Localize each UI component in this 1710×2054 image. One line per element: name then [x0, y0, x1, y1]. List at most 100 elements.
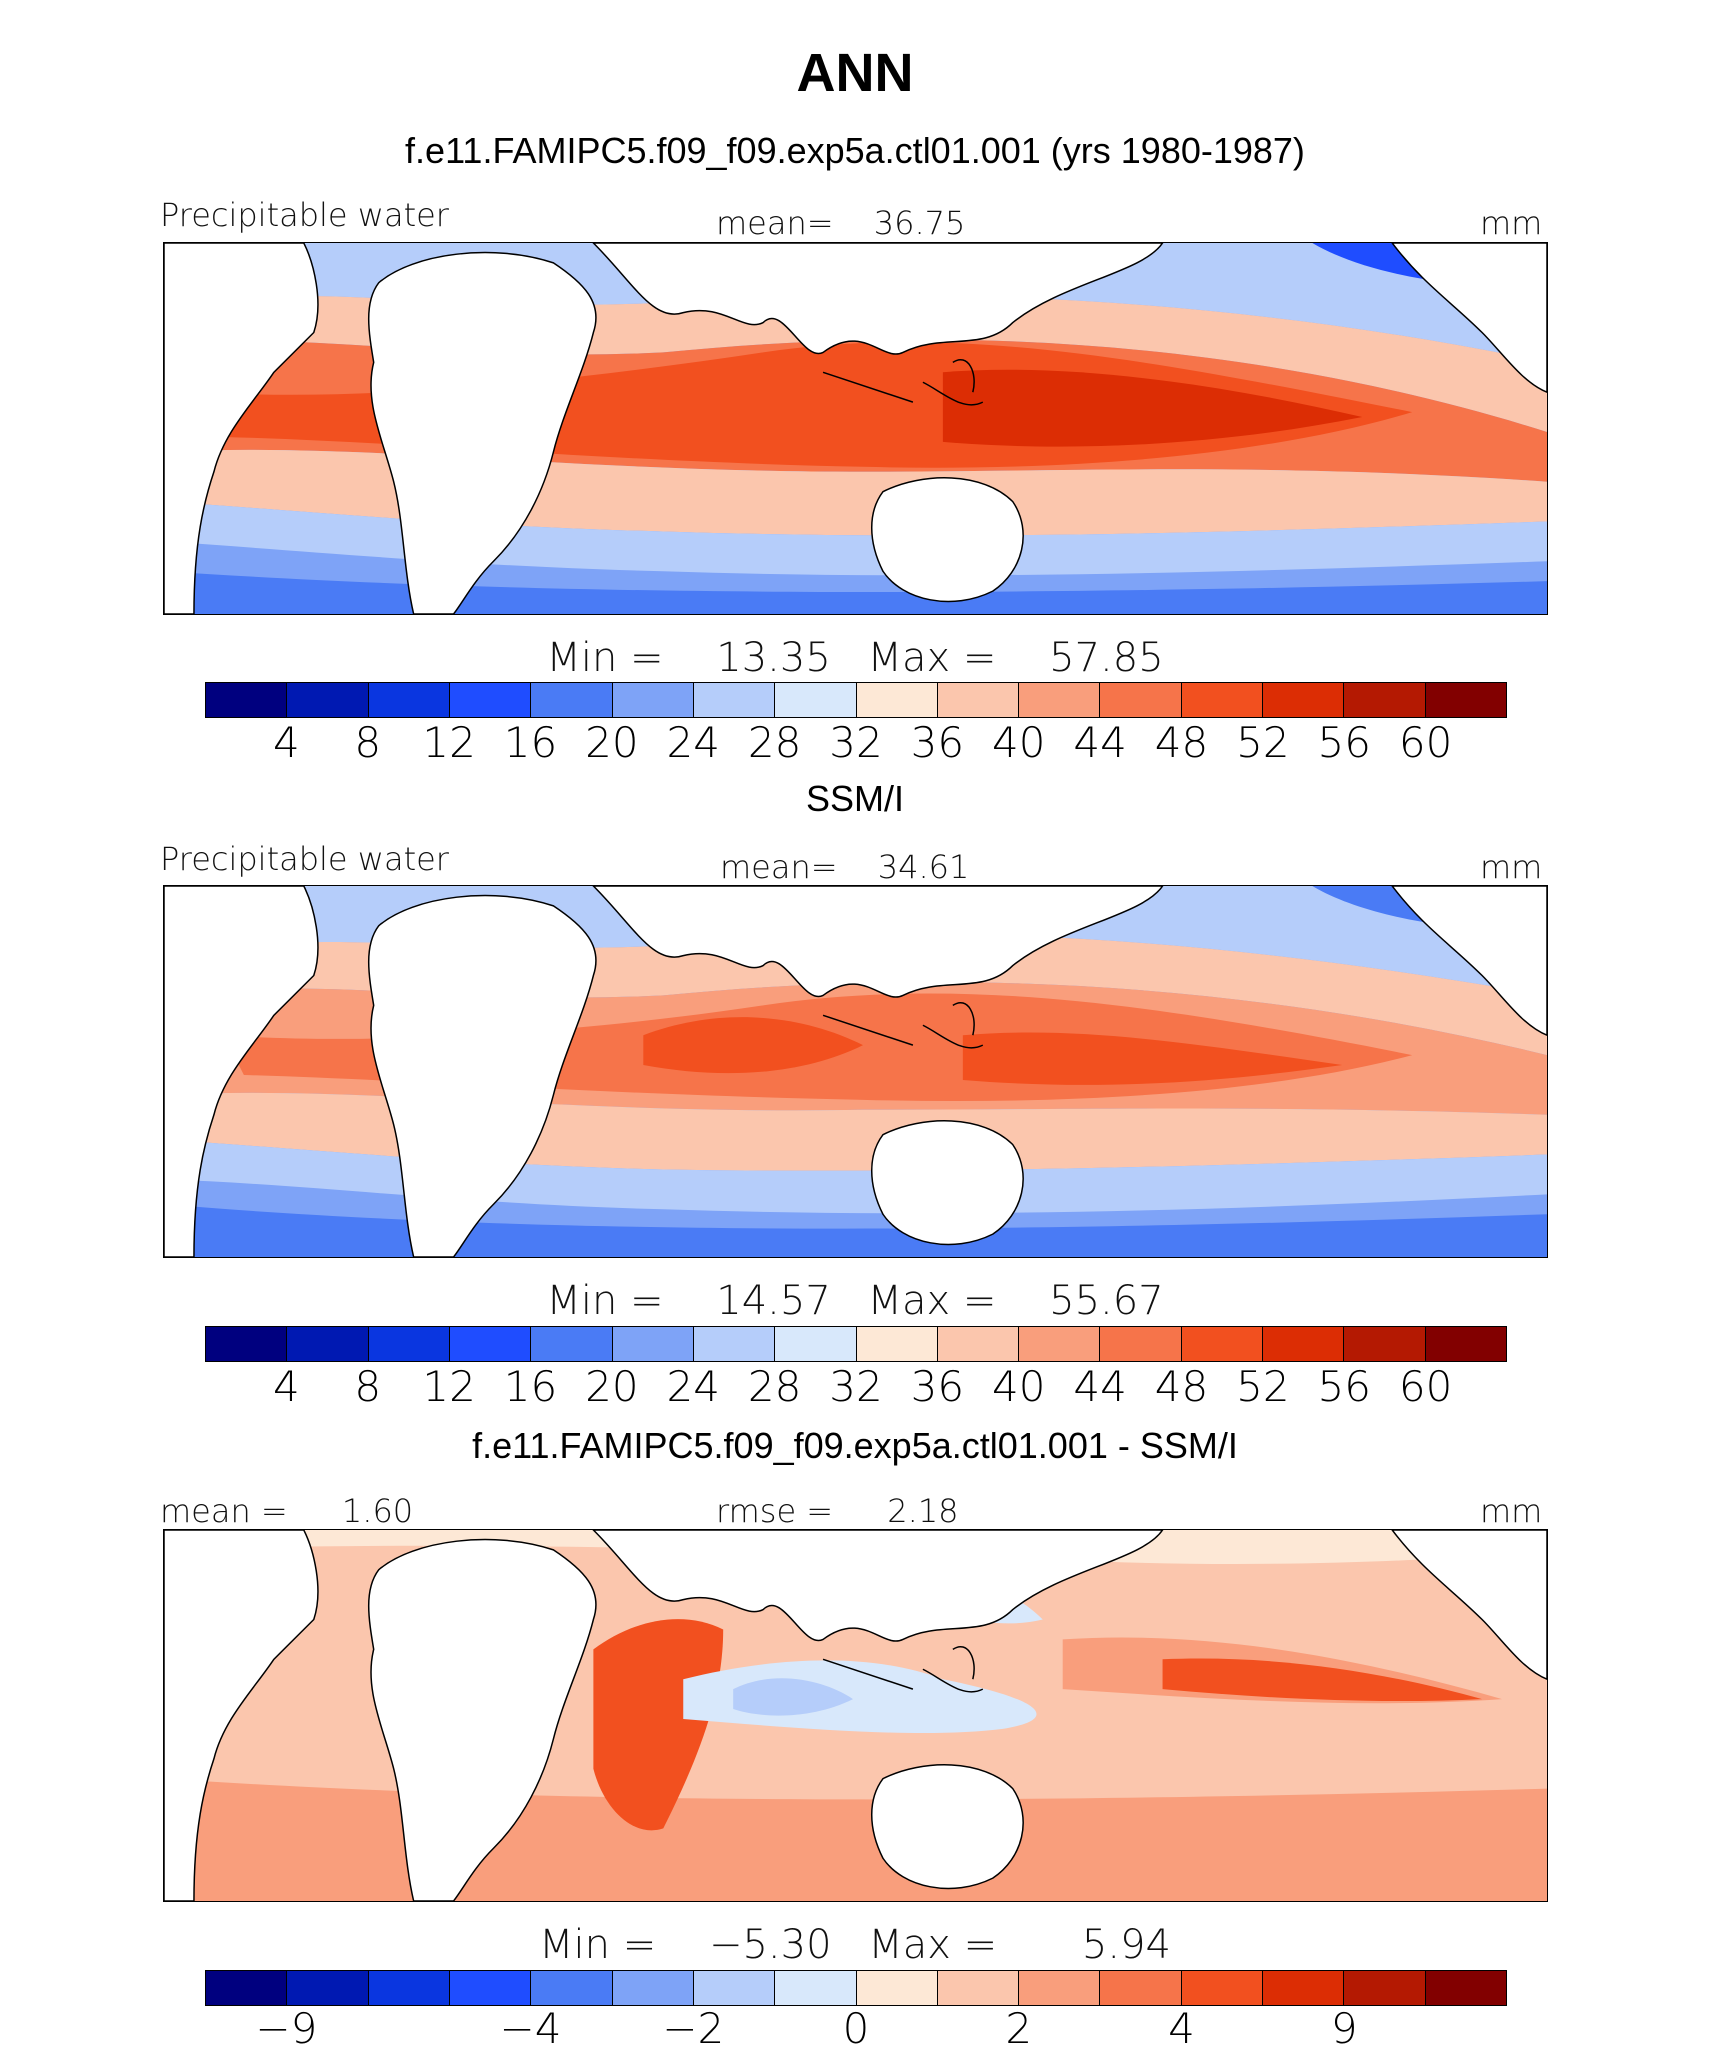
panel1-colorbar-tick-label: 36	[910, 718, 965, 767]
panel1-colorbar-swatch	[1181, 683, 1264, 717]
panel3-colorbar-swatch	[693, 1971, 776, 2005]
p2-land-namerica	[1391, 886, 1547, 1036]
panel3-rmse-label: rmse =	[716, 1492, 834, 1530]
panel1-colorbar-tick-label: 52	[1236, 718, 1290, 767]
panel1-colorbar-tick-label: 16	[503, 718, 558, 767]
panel1-colorbar-tick-label: 4	[273, 718, 300, 767]
panel2-colorbar-tick-label: 8	[354, 1362, 382, 1411]
panel3-max-label: Max =	[868, 1922, 998, 1968]
p1-land-namerica	[1391, 243, 1547, 393]
panel2-colorbar-swatch	[531, 1327, 613, 1361]
panel1-mean: mean= 36.75	[716, 204, 965, 242]
panel3-colorbar-ticks: −9 −4 −2 0 2 4 9	[205, 2004, 1507, 2054]
panel2-title: SSM/I	[805, 778, 904, 819]
panel3-colorbar-swatch	[1019, 1971, 1101, 2005]
panel1-map-svg	[164, 243, 1547, 614]
panel3-colorbar-swatch	[206, 1971, 288, 2005]
panel3-colorbar	[205, 1970, 1507, 2006]
p1-band-s2	[164, 501, 1547, 576]
panel2-colorbar	[205, 1326, 1507, 1362]
panel1-colorbar-tick-label: 56	[1317, 718, 1371, 767]
panel2-colorbar-swatch	[1100, 1327, 1182, 1361]
panel3-colorbar-tick-label: 2	[1005, 2004, 1033, 2053]
panel3-colorbar-swatch	[856, 1971, 938, 2005]
figure-title: ANN	[796, 43, 914, 103]
panel2-min-label: Min =	[546, 1278, 664, 1324]
panel2-minmax: Min = 14.57 Max = 55.67	[0, 1278, 1710, 1324]
panel1-title: f.e11.FAMIPC5.f09_f09.exp5a.ctl01.001 (y…	[405, 130, 1305, 171]
panel1-colorbar-tick-label: 32	[829, 718, 883, 767]
panel2-colorbar-swatch	[612, 1327, 694, 1361]
panel3-mean-label: mean =	[160, 1492, 288, 1530]
p2-land-australia	[870, 1120, 1024, 1246]
panel1-colorbar-swatch	[775, 683, 857, 717]
panel3-map	[163, 1529, 1548, 1902]
panel2-colorbar-tick-label: 24	[666, 1362, 720, 1411]
panel2-colorbar-tick-label: 40	[992, 1362, 1046, 1411]
panel3-minmax: Min = −5.30 Max = 5.94	[0, 1922, 1710, 1968]
panel3-title: f.e11.FAMIPC5.f09_f09.exp5a.ctl01.001 - …	[472, 1425, 1238, 1466]
panel1-max-value: 57.85	[1049, 635, 1164, 681]
p3-land-africa	[367, 1538, 597, 1901]
panel1-colorbar-tick-label: 28	[747, 718, 802, 767]
panel2-colorbar-swatch	[449, 1327, 532, 1361]
panel1-colorbar-swatch	[531, 683, 613, 717]
panel3-colorbar-swatch	[1344, 1971, 1426, 2005]
p3-io-a	[593, 1619, 724, 1831]
panel1-colorbar-ticks: 4 8 12 16 20 24 28 32 36 40 44 48 52 56 60	[205, 718, 1507, 768]
panel2-map-svg	[164, 886, 1547, 1257]
panel1-colorbar-swatch	[612, 683, 694, 717]
panel3-colorbar-swatch	[775, 1971, 857, 2005]
panel2-colorbar-tick-label: 60	[1398, 1362, 1453, 1411]
panel1-colorbar-swatch	[206, 683, 288, 717]
p1-band-s3	[164, 571, 1547, 614]
panel3-min-value: −5.30	[708, 1922, 832, 1968]
panel2-units: mm	[1480, 848, 1543, 886]
panel1-colorbar-tick-label: 24	[666, 718, 720, 767]
panel3-colorbar-tick-label: 4	[1168, 2004, 1195, 2053]
panel2-max-value: 55.67	[1049, 1278, 1164, 1324]
p2-band-s3	[164, 1204, 1547, 1257]
p2-land-africa	[367, 894, 597, 1257]
p3-land-islands	[822, 1646, 984, 1693]
panel3-min-label: Min =	[539, 1922, 657, 1968]
panel2-colorbar-swatch	[1181, 1327, 1264, 1361]
panel2-mean-label: mean=	[720, 848, 838, 886]
panel1-colorbar-swatch	[1019, 683, 1101, 717]
panel1-colorbar-swatch	[1425, 683, 1506, 717]
panel3-colorbar-swatch	[287, 1971, 369, 2005]
panel2-colorbar-tick-label: 32	[829, 1362, 883, 1411]
panel1-colorbar-swatch	[287, 683, 369, 717]
panel3-colorbar-swatch	[368, 1971, 450, 2005]
panel1-colorbar-tick-label: 20	[585, 718, 639, 767]
p3-land-namerica	[1391, 1530, 1547, 1680]
panel2-variable-label: Precipitable water	[160, 840, 449, 878]
panel2-mean-value: 34.61	[877, 848, 970, 886]
panel2-colorbar-swatch	[368, 1327, 450, 1361]
panel2-map	[163, 885, 1548, 1258]
panel2-colorbar-ticks: 4 8 12 16 20 24 28 32 36 40 44 48 52 56 60	[205, 1362, 1507, 1412]
panel2-colorbar-swatch	[206, 1327, 288, 1361]
panel1-min-label: Min =	[546, 635, 664, 681]
panel1-minmax: Min = 13.35 Max = 57.85	[0, 635, 1710, 681]
panel1-colorbar-tick-label: 44	[1073, 718, 1127, 767]
panel1-variable-label: Precipitable water	[160, 196, 449, 234]
panel2-colorbar-tick-label: 44	[1073, 1362, 1127, 1411]
p1-land-eurasia	[592, 243, 1164, 355]
p1-warmpool	[942, 369, 1363, 447]
p1-land-samerica	[164, 243, 319, 614]
panel3-colorbar-tick-label: 0	[842, 2004, 870, 2053]
panel1-colorbar-swatch	[856, 683, 938, 717]
panel2-mean: mean= 34.61	[720, 848, 969, 886]
panel2-colorbar-swatch	[1019, 1327, 1101, 1361]
panel3-colorbar-tick-label: −2	[662, 2004, 725, 2053]
p2-io-warm	[643, 1017, 863, 1074]
panel2-colorbar-tick-label: 56	[1317, 1362, 1371, 1411]
panel1-colorbar-tick-label: 48	[1154, 718, 1209, 767]
panel2-colorbar-tick-label: 12	[422, 1362, 476, 1411]
panel3-map-svg	[164, 1530, 1547, 1901]
panel1-colorbar-swatch	[693, 683, 776, 717]
p3-land-australia	[870, 1764, 1024, 1890]
panel1-colorbar-tick-label: 60	[1398, 718, 1453, 767]
panel3-colorbar-swatch	[1425, 1971, 1506, 2005]
